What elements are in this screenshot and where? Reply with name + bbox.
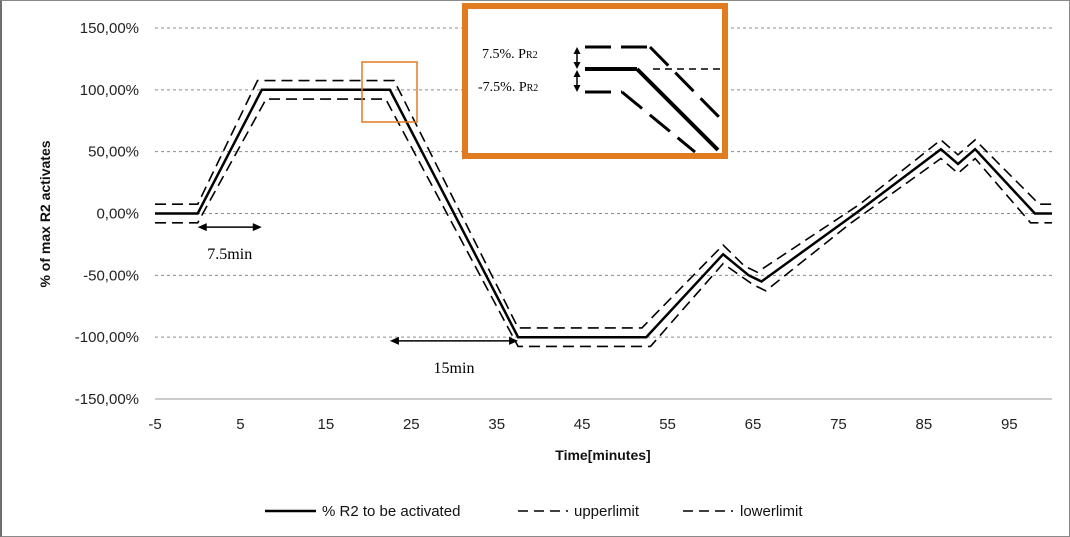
annotations: 7.5min 15min [197, 223, 519, 377]
zoom-inset: 7.5%. PR2 -7.5%. PR2 [462, 3, 728, 159]
legend-label-r2: % R2 to be activated [322, 503, 460, 520]
annotation-arrow-head-right [509, 336, 519, 345]
x-tick-label: 25 [403, 416, 420, 433]
y-tick-label: 50,00% [88, 144, 139, 161]
x-tick-label: 15 [318, 416, 335, 433]
series-group [155, 79, 1052, 348]
y-tick-label: -150,00% [75, 391, 139, 408]
duration-annotation-2: 15min [389, 336, 519, 377]
x-tick-label: 45 [574, 416, 591, 433]
series-line-r2-to-be-activated [155, 88, 1052, 339]
duration-annotation-1: 7.5min [197, 223, 262, 263]
y-tick-label: 0,00% [96, 206, 139, 223]
x-tick-label: 95 [1001, 416, 1018, 433]
y-tick-label: -50,00% [83, 267, 139, 284]
legend: % R2 to be activated upperlimit lowerlim… [265, 503, 803, 520]
annotation-arrow-head-left [197, 223, 207, 232]
legend-label-upperlimit: upperlimit [574, 503, 640, 520]
inset-upper-arrow [573, 47, 581, 69]
y-tick-label: 100,00% [80, 82, 139, 99]
x-axis-ticks: -5 5 15 25 35 45 55 65 75 85 95 [148, 416, 1017, 433]
inset-label-upper: 7.5%. PR2 [482, 47, 538, 62]
annotation-arrow-head-right [252, 223, 262, 232]
legend-label-lowerlimit: lowerlimit [740, 503, 803, 520]
x-tick-label: -5 [148, 416, 161, 433]
annotation-label: 15min [434, 360, 475, 377]
annotation-arrow-head-left [389, 336, 399, 345]
series-line-upperlimit [155, 79, 1052, 329]
x-tick-label: 55 [659, 416, 676, 433]
inset-r2-line [585, 67, 720, 152]
x-tick-label: 85 [916, 416, 933, 433]
y-tick-label: -100,00% [75, 329, 139, 346]
inset-lower-arrow [573, 70, 581, 92]
inset-upperlimit-line [585, 45, 724, 122]
annotation-label: 7.5min [207, 246, 252, 263]
x-tick-label: 35 [488, 416, 505, 433]
x-tick-label: 75 [830, 416, 847, 433]
zoom-highlight-box [361, 61, 418, 123]
y-tick-label: 150,00% [80, 20, 139, 37]
series-line-lowerlimit [155, 98, 1052, 348]
y-axis-ticks: 150,00% 100,00% 50,00% 0,00% -50,00% -100,00%… [75, 20, 139, 408]
y-axis-title: % of max R2 activates [37, 140, 53, 287]
x-tick-label: 65 [745, 416, 762, 433]
inset-lowerlimit-line [585, 90, 696, 154]
x-axis-title: Time[minutes] [555, 447, 650, 463]
inset-label-lower: -7.5%. PR2 [478, 80, 538, 95]
x-tick-label: 5 [236, 416, 244, 433]
